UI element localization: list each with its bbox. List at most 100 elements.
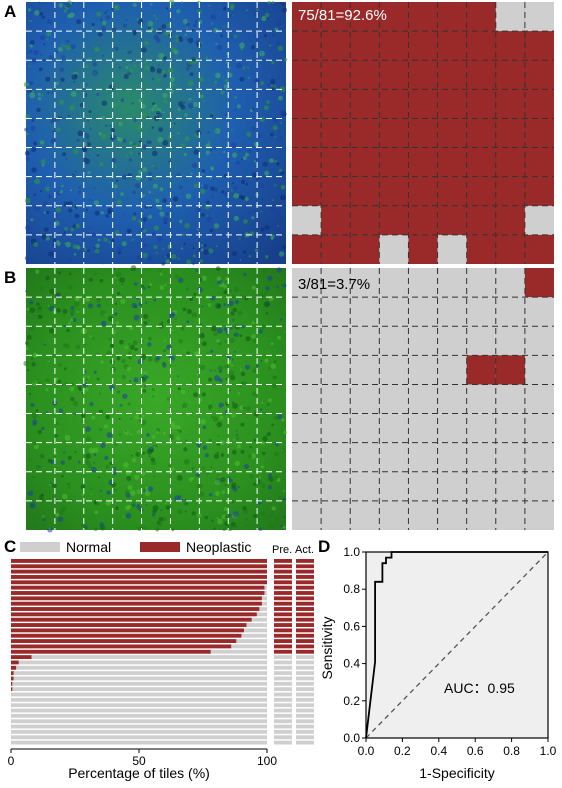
bar-normal: [11, 713, 267, 718]
bar-normal: [11, 729, 267, 734]
panel-b-tilemap: [292, 268, 554, 530]
actual-marker: [296, 735, 314, 740]
bar-neoplastic: [11, 564, 267, 569]
actual-marker: [296, 724, 314, 729]
predicted-marker: [274, 665, 292, 670]
actual-marker: [296, 601, 314, 606]
predicted-marker: [274, 580, 292, 585]
actual-marker: [296, 692, 314, 697]
neoplastic-tile: [495, 355, 525, 385]
bar-neoplastic: [11, 612, 257, 617]
y-tick-label: 0.0: [343, 731, 360, 745]
panel-b-micrograph: [23, 265, 288, 533]
actual-marker: [296, 660, 314, 665]
neoplastic-tile: [524, 268, 554, 298]
actual-marker: [296, 697, 314, 702]
x-tick-label: 0.2: [394, 744, 411, 758]
predicted-marker: [274, 687, 292, 692]
panel-d-x-axis-label: 1-Specificity: [419, 765, 494, 781]
bar-normal: [11, 719, 267, 724]
panel-c-legend: Normal Neoplastic: [20, 539, 251, 555]
actual-marker: [296, 729, 314, 734]
panel-b-label: B: [4, 268, 16, 287]
panel-a-annotation: 75/81=92.6%: [298, 7, 387, 24]
predicted-marker: [274, 729, 292, 734]
predicted-marker: [274, 644, 292, 649]
panel-d-roc-plot: 0.0 0.2 0.4 0.6 0.8 1.0 0.0 0.2 0.4 0.6 0.8 1.0: [343, 545, 556, 758]
bar-neoplastic: [11, 660, 19, 665]
panel-a-micrograph: [23, 0, 288, 266]
predicted-marker: [274, 681, 292, 686]
panel-b-annotation: 3/81=3.7%: [298, 276, 370, 293]
predicted-marker: [274, 591, 292, 595]
actual-marker: [296, 585, 314, 590]
predicted-marker: [274, 735, 292, 740]
predicted-marker: [274, 703, 292, 708]
actual-marker: [296, 708, 314, 713]
normal-tile: [495, 2, 525, 32]
bar-neoplastic: [11, 644, 232, 649]
y-tick-label: 0.4: [343, 657, 360, 671]
bar-normal: [11, 724, 267, 729]
panel-c-label: C: [4, 537, 16, 556]
y-tick-label: 0.6: [343, 619, 360, 633]
predicted-marker: [274, 564, 292, 569]
x-tick-label: 0.0: [358, 744, 375, 758]
bar-neoplastic: [11, 681, 13, 686]
bar-normal: [11, 655, 267, 660]
bar-neoplastic: [11, 591, 265, 595]
actual-marker: [296, 564, 314, 569]
x-tick-label: 0.8: [503, 744, 520, 758]
bar-normal: [11, 740, 267, 745]
actual-marker: [296, 628, 314, 633]
predicted-marker: [274, 601, 292, 606]
actual-marker: [296, 665, 314, 670]
x-tick-label: 1.0: [540, 744, 557, 758]
y-tick-label: 0.8: [343, 582, 360, 596]
predicted-marker: [274, 569, 292, 574]
auc-annotation: AUC：0.95: [444, 680, 515, 696]
actual-marker: [296, 676, 314, 681]
actual-marker: [296, 591, 314, 595]
actual-marker: [296, 713, 314, 718]
predicted-marker: [274, 617, 292, 622]
panel-d-y-axis-label: Sensitivity: [319, 616, 335, 679]
reference-line: [365, 551, 549, 739]
bar-neoplastic: [11, 628, 244, 633]
bar-normal: [11, 681, 267, 686]
normal-tile: [524, 2, 554, 32]
predicted-marker: [274, 633, 292, 638]
legend-neoplastic-label: Neoplastic: [186, 539, 251, 555]
actual-marker: [296, 649, 314, 654]
bar-normal: [11, 687, 267, 692]
predicted-marker: [274, 671, 292, 676]
predicted-marker: [274, 655, 292, 660]
bar-normal: [11, 665, 267, 670]
predicted-marker: [274, 660, 292, 665]
bar-neoplastic: [11, 639, 237, 643]
actual-marker: [296, 687, 314, 692]
panel-d-label: D: [318, 537, 330, 556]
actual-marker: [296, 719, 314, 724]
actual-marker: [296, 703, 314, 708]
bar-neoplastic: [11, 585, 265, 590]
normal-tile: [437, 234, 467, 264]
bar-neoplastic: [11, 633, 242, 638]
predicted-marker: [274, 740, 292, 745]
predicted-marker: [274, 719, 292, 724]
actual-marker: [296, 644, 314, 649]
x-tick-label: 100: [257, 754, 277, 768]
bar-normal: [11, 671, 267, 676]
bar-neoplastic: [11, 676, 14, 681]
predicted-marker: [274, 628, 292, 633]
predicted-marker: [274, 585, 292, 590]
normal-tile: [379, 234, 409, 264]
x-tick-label: 0: [8, 754, 15, 768]
predicted-marker: [274, 649, 292, 654]
bar-neoplastic: [11, 559, 267, 563]
actual-marker: [296, 633, 314, 638]
actual-marker: [296, 655, 314, 660]
panel-c-bars: [11, 559, 314, 745]
x-tick-label: 0.6: [467, 744, 484, 758]
